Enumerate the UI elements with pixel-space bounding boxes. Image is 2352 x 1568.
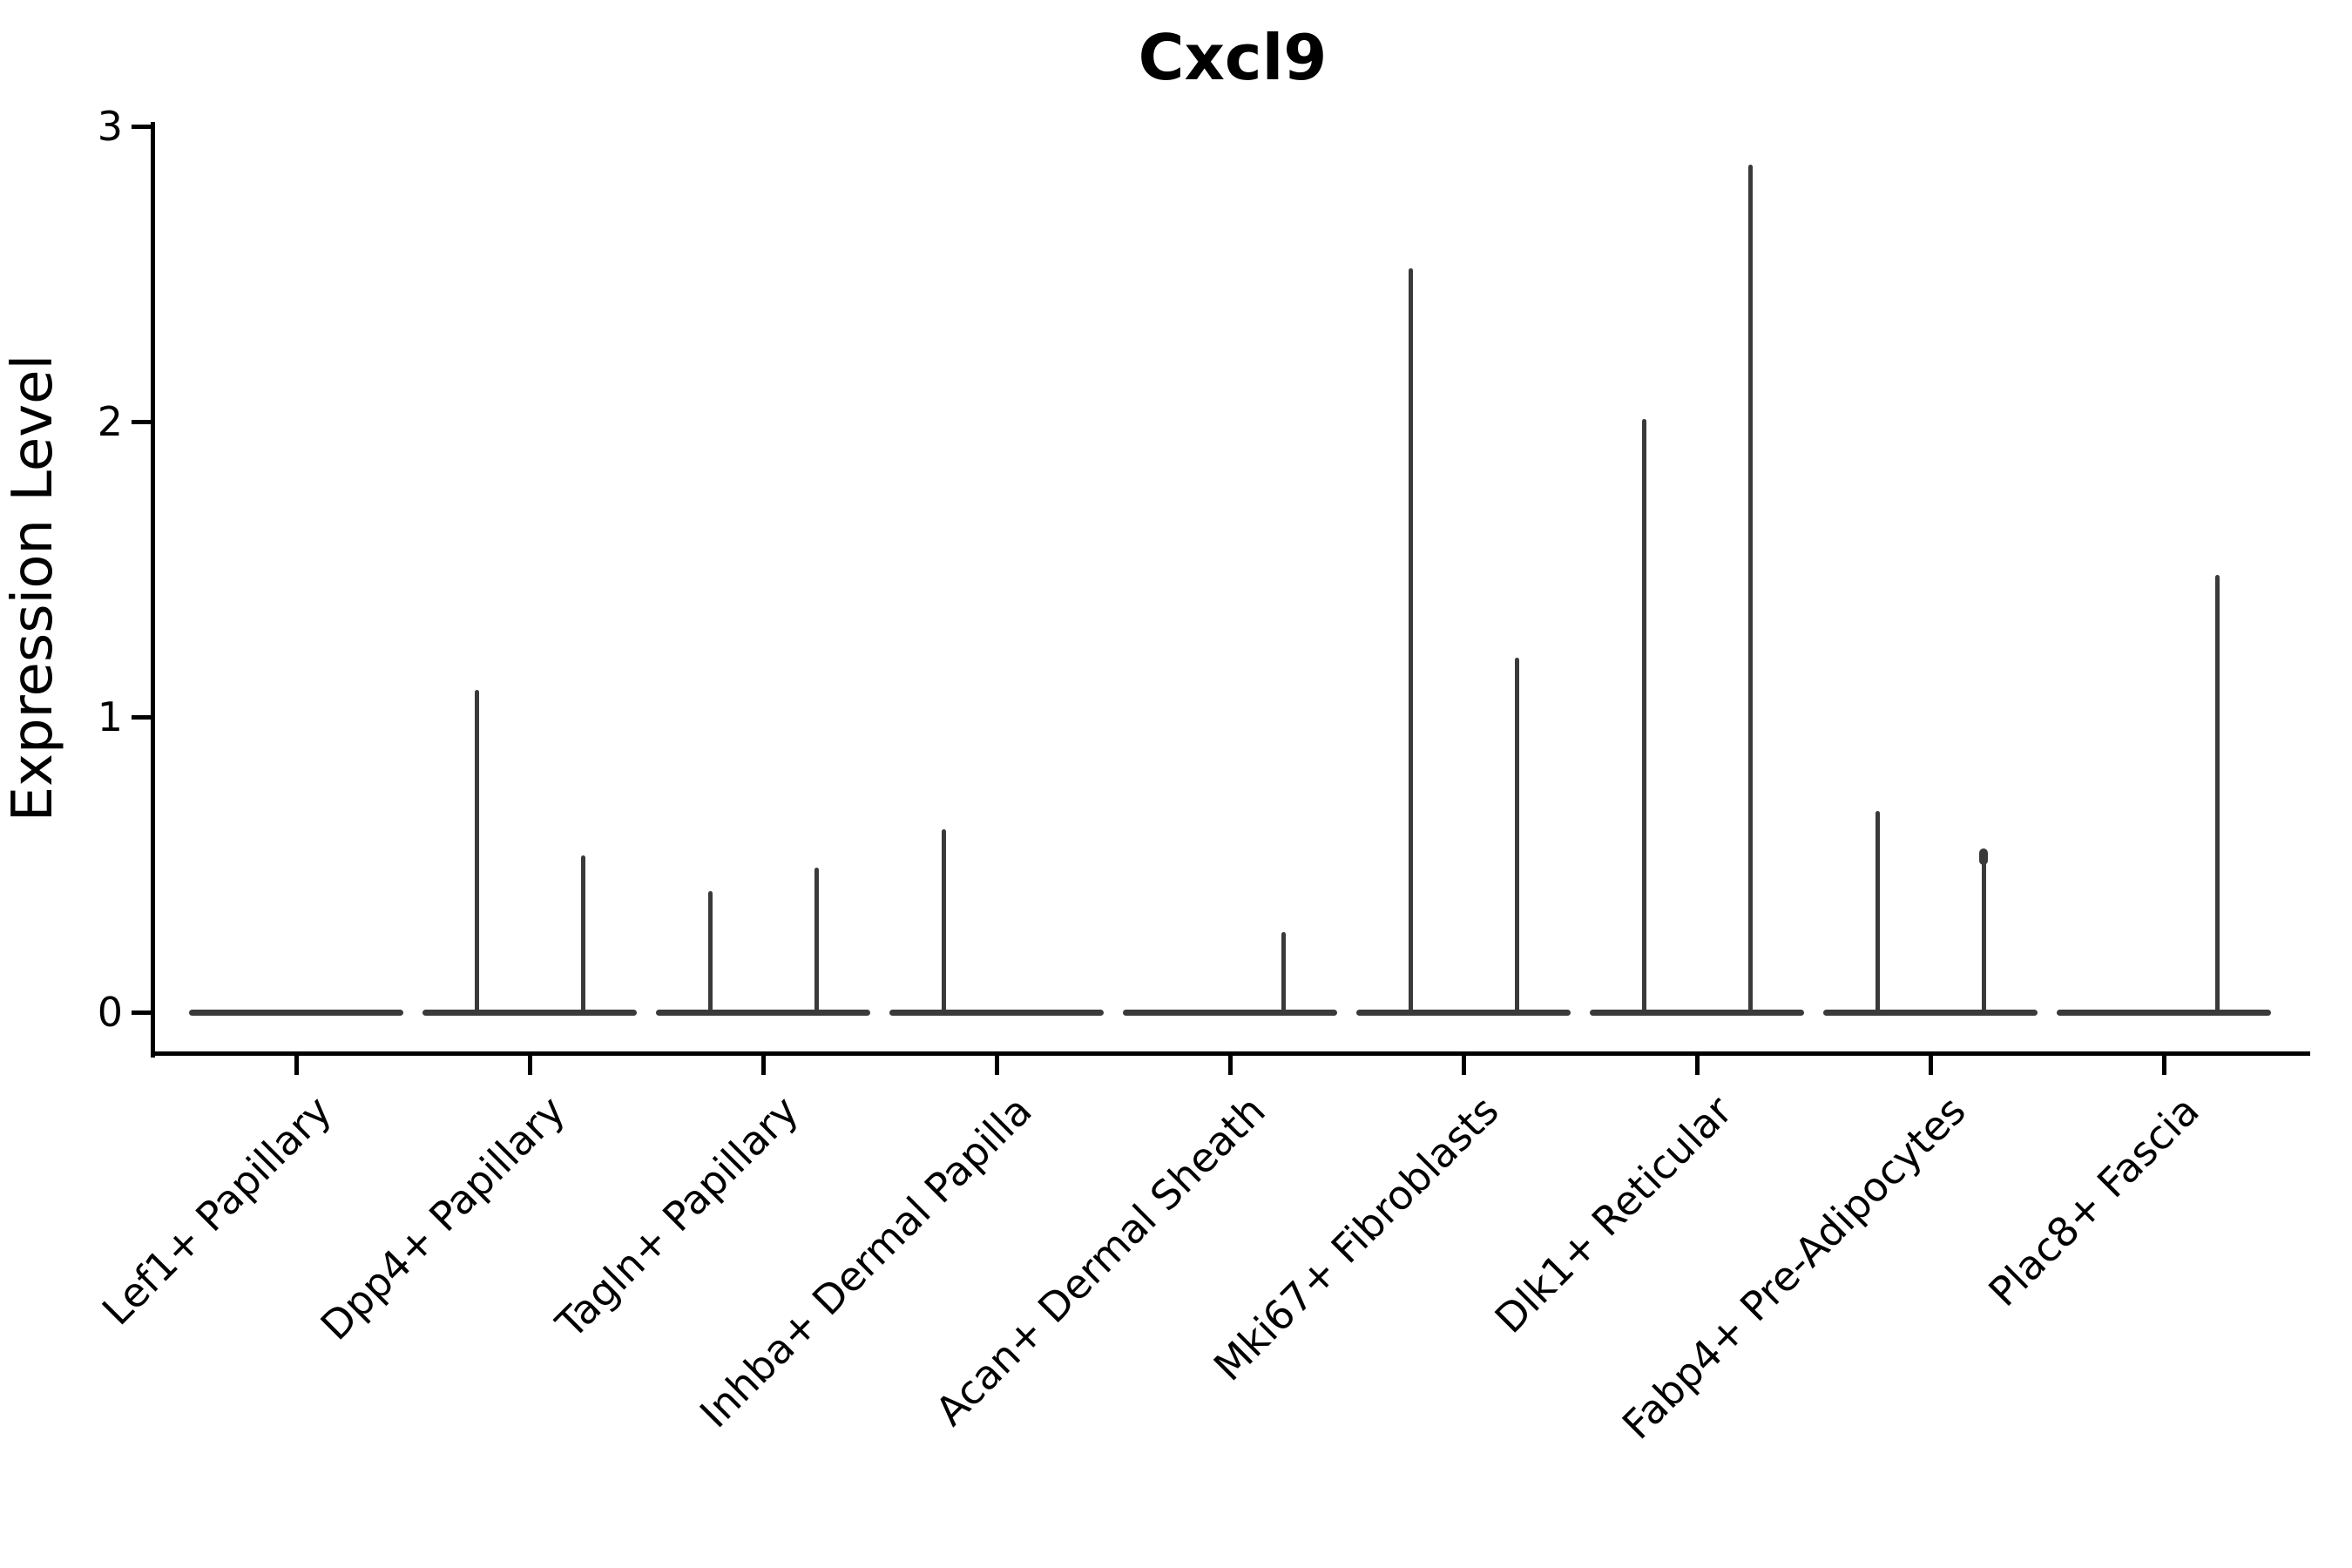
x-tick — [1694, 1055, 1700, 1075]
violin-spike — [941, 828, 946, 1015]
y-tick — [132, 714, 151, 720]
violin-spike — [1641, 418, 1646, 1015]
violin-baseline — [1356, 1009, 1571, 1016]
chart-title: Cxcl9 — [1138, 21, 1328, 94]
y-axis-spine — [151, 122, 155, 1058]
x-tick — [1461, 1055, 1466, 1075]
violin-baseline — [1590, 1009, 1804, 1016]
violin-spike — [1875, 811, 1880, 1015]
violin-spike — [1281, 932, 1286, 1015]
x-tick — [527, 1055, 532, 1075]
violin-spike — [707, 891, 713, 1015]
violin-spike — [1514, 658, 1519, 1015]
y-tick — [132, 419, 151, 424]
x-tick — [2161, 1055, 2166, 1075]
x-tick — [760, 1055, 766, 1075]
violin-spike — [1747, 165, 1753, 1015]
x-tick — [294, 1055, 299, 1075]
y-tick — [132, 124, 151, 129]
violin-spike — [2214, 575, 2220, 1015]
y-tick-label: 1 — [97, 693, 123, 740]
y-tick-label: 0 — [97, 989, 123, 1036]
violin-spike — [474, 690, 479, 1015]
violin-spike — [580, 855, 585, 1015]
violin-baseline — [1823, 1009, 2038, 1016]
x-tick — [1928, 1055, 1933, 1075]
violin-baseline — [889, 1009, 1104, 1016]
x-axis-spine — [151, 1051, 2310, 1056]
violin-baseline — [2057, 1009, 2271, 1016]
violin-baseline — [189, 1009, 403, 1016]
x-tick — [1227, 1055, 1233, 1075]
violin-baseline — [656, 1009, 870, 1016]
y-tick-label: 3 — [97, 103, 123, 150]
x-tick — [994, 1055, 999, 1075]
violin-spike-tip-dot — [1979, 848, 1988, 865]
y-tick-label: 2 — [97, 398, 123, 445]
violin-spike — [1981, 849, 1986, 1015]
violin-baseline — [1123, 1009, 1337, 1016]
violin-spike — [1408, 267, 1413, 1015]
y-tick — [132, 1010, 151, 1015]
violin-baseline — [422, 1009, 637, 1016]
violin-spike — [814, 867, 819, 1015]
